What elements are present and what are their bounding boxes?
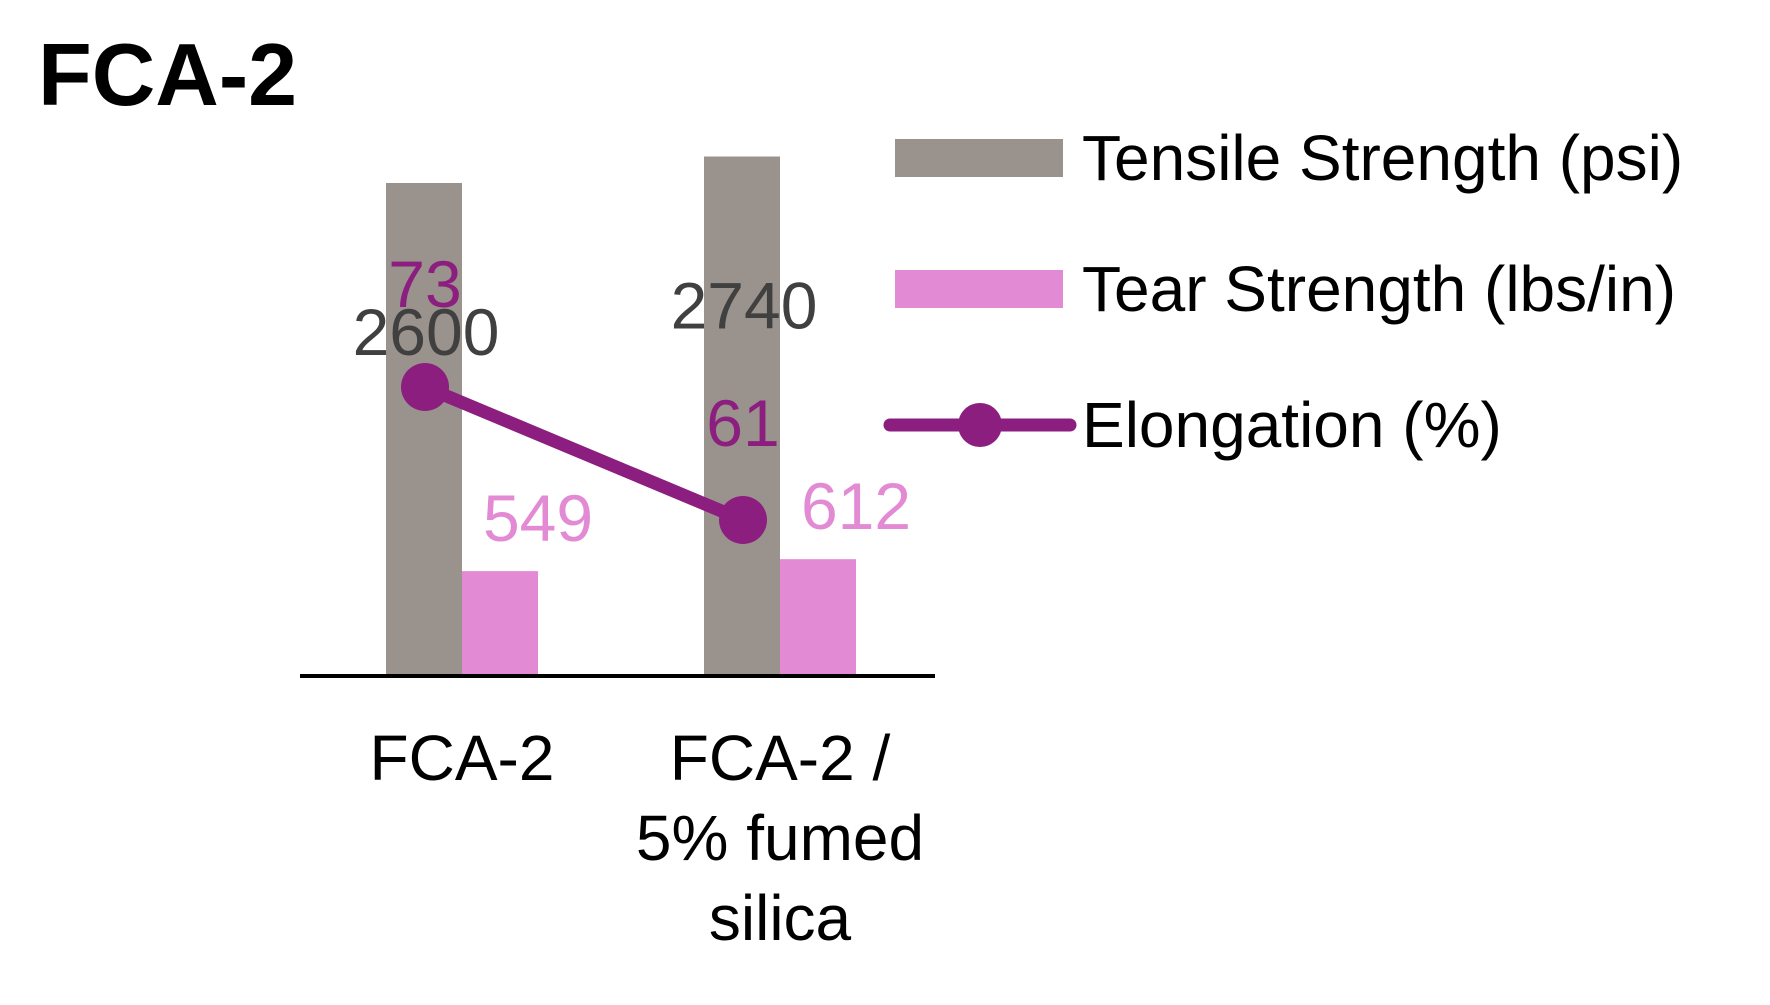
elongation-marker-2 <box>719 496 767 544</box>
legend-label-1: Tensile Strength (psi) <box>1082 122 1683 194</box>
elongation-line <box>418 380 750 527</box>
plot-area: 2600 2740 549 612 73 61 FCA-2 FCA-2 / 5% fumed si… <box>300 156 935 954</box>
label-tensile-2: 2740 <box>671 269 818 343</box>
x-tick-label-2-line-1: FCA-2 / <box>670 722 891 794</box>
x-tick-label-2-line-2: 5% fumed <box>636 802 924 874</box>
legend-label-3: Elongation (%) <box>1082 389 1502 461</box>
chart-title: FCA-2 <box>38 25 297 124</box>
legend: Tensile Strength (psi) Tear Strength (lbs… <box>883 122 1683 461</box>
legend-label-2: Tear Strength (lbs/in) <box>1082 253 1676 325</box>
bar-tear-2 <box>780 559 856 675</box>
x-tick-label-2-line-3: silica <box>709 882 852 954</box>
label-elongation-1: 73 <box>388 247 461 321</box>
legend-swatch-1 <box>895 139 1063 177</box>
label-tear-1: 549 <box>483 481 593 555</box>
legend-swatch-2 <box>895 270 1063 308</box>
legend-swatch-marker <box>958 403 1002 447</box>
bar-tear-1 <box>462 571 538 675</box>
bar-tensile-1 <box>386 183 462 675</box>
x-tick-label-1-line-1: FCA-2 <box>370 722 555 794</box>
bar-tensile-2 <box>704 156 780 675</box>
label-tensile-1: 2600 <box>353 295 500 369</box>
label-tear-2: 612 <box>801 469 911 543</box>
elongation-marker-1 <box>401 363 449 411</box>
label-elongation-2: 61 <box>706 386 779 460</box>
